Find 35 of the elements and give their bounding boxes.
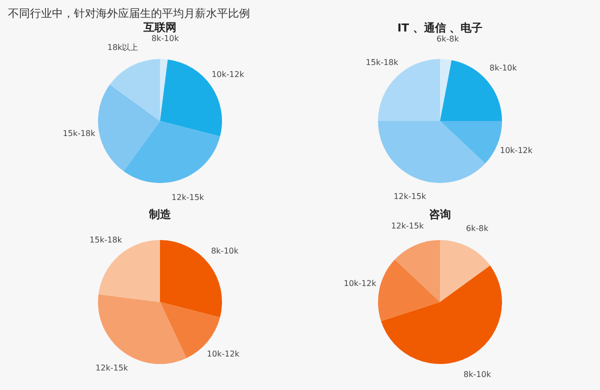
slice-label: 15k-18k [90, 235, 122, 244]
pie-slice [124, 121, 220, 183]
slice-label: 8k-10k [151, 34, 180, 44]
pie-slice [381, 266, 502, 364]
pie-slice [378, 121, 486, 183]
slice-label: 10k-12k [212, 70, 244, 79]
chart-title: 制造 [148, 208, 172, 221]
slice-label: 12k-15k [394, 192, 426, 202]
chart-title: IT 、通信 、电子 [397, 21, 483, 34]
slice-label: 12k-15k [391, 222, 424, 231]
slice-label: 6k-8k [466, 224, 489, 233]
slice-label: 15k-18k [62, 128, 96, 138]
pie-slice [160, 59, 168, 121]
text: 不同行业中，针对海外应届生的平均月薪水平比例 [8, 6, 250, 21]
slice-label: 15k-18k [366, 58, 399, 68]
pie-slice [440, 59, 452, 121]
pie-slice [440, 240, 490, 302]
pie-slice [394, 240, 440, 302]
pie-slice [440, 121, 502, 164]
pie-slice [110, 59, 160, 121]
chart-title: 互联网 [142, 21, 176, 34]
slice-label: 8k-10k [211, 246, 239, 256]
slice-label: 10k-12k [344, 279, 377, 288]
slice-label: 8k-10k [489, 64, 518, 73]
slice-label: 12k-15k [172, 193, 204, 202]
pie-slice [98, 84, 160, 172]
slice-label: 10k-12k [206, 349, 240, 358]
slice-label: 10k-12k [500, 146, 533, 156]
slice-label: 8k-10k [464, 370, 492, 380]
slice-label: 6k-8k [436, 34, 460, 44]
slice-label: 12k-15k [96, 363, 128, 372]
slice-label: 18k以上 [107, 42, 138, 52]
chart-title: 咨询 [429, 208, 451, 221]
pie-slice [378, 260, 440, 322]
pie-slice [98, 294, 186, 364]
